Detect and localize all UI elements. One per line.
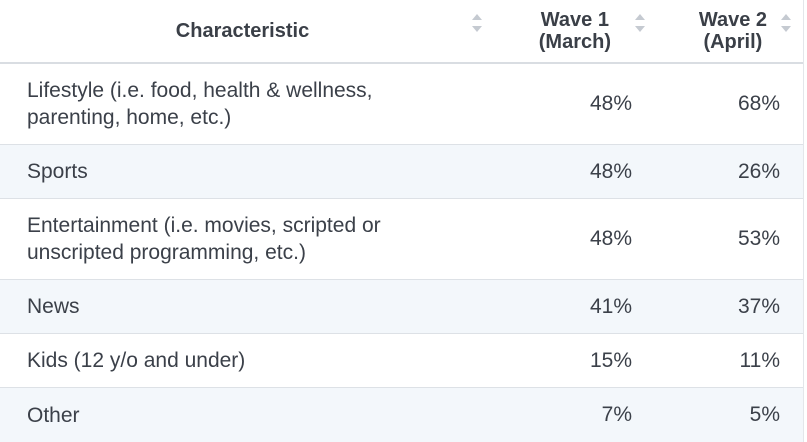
cell-wave1: 48% xyxy=(589,227,632,250)
cell-wave1: 48% xyxy=(589,92,632,115)
table-row: Other 7% 5% xyxy=(0,388,803,442)
table-row: Kids (12 y/o and under) 15% 11% xyxy=(0,334,803,388)
cell-wave1: 15% xyxy=(589,348,632,372)
column-header-wave1[interactable]: Wave 1 (March) xyxy=(495,0,655,62)
table-row: Entertainment (i.e. movies, scripted or … xyxy=(0,199,803,280)
cell-wave2: 26% xyxy=(737,159,780,183)
column-header-label: Wave 2 (April) xyxy=(698,9,767,53)
table-row: News 41% 37% xyxy=(0,280,803,334)
cell-characteristic: Sports xyxy=(27,160,88,183)
cell-wave2: 37% xyxy=(737,294,780,318)
cell-characteristic: Lifestyle (i.e. food, health & wellness,… xyxy=(27,79,373,129)
cell-wave2: 5% xyxy=(749,403,780,426)
cell-wave2: 53% xyxy=(737,227,780,250)
sort-updown-icon[interactable] xyxy=(779,12,793,34)
column-header-characteristic[interactable]: Characteristic xyxy=(0,0,495,62)
cell-wave2: 68% xyxy=(737,92,780,115)
column-header-label: Characteristic xyxy=(175,20,310,42)
cell-characteristic: Kids (12 y/o and under) xyxy=(27,349,246,372)
cell-characteristic: News xyxy=(27,295,80,318)
cell-wave1: 48% xyxy=(589,159,632,183)
cell-wave1: 7% xyxy=(601,403,632,426)
cell-characteristic: Other xyxy=(27,403,80,427)
cell-wave2: 11% xyxy=(739,348,780,372)
cell-wave1: 41% xyxy=(589,294,632,318)
table-row: Lifestyle (i.e. food, health & wellness,… xyxy=(0,64,803,145)
column-header-wave2[interactable]: Wave 2 (April) xyxy=(655,0,803,62)
sort-updown-icon[interactable] xyxy=(633,12,647,34)
cell-characteristic: Entertainment (i.e. movies, scripted or … xyxy=(27,214,381,264)
column-header-label: Wave 1 (March) xyxy=(538,9,611,53)
sort-updown-icon[interactable] xyxy=(470,12,484,34)
table-row: Sports 48% 26% xyxy=(0,145,803,199)
table-header: Characteristic Wave 1 (March) Wave 2 (Ap… xyxy=(0,0,803,64)
